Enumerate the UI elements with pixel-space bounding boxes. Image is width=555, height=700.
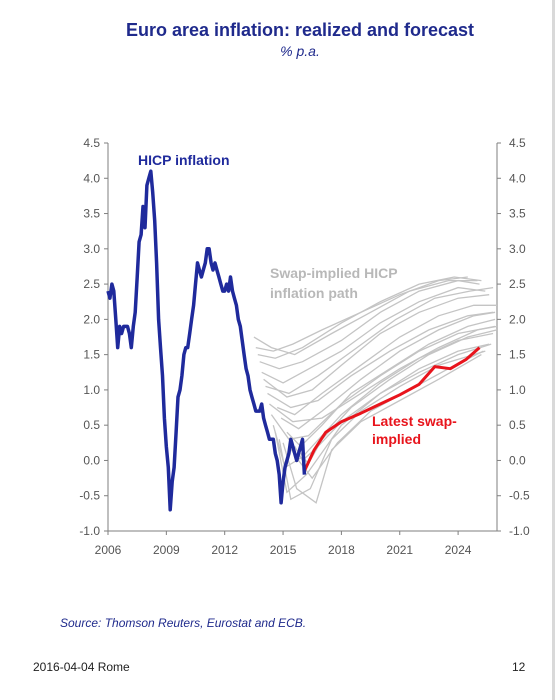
y-tick-label-right: 4.5 [509,136,526,150]
swap-implied-path-line [263,294,490,398]
y-tick-label-right: 1.5 [509,348,526,362]
y-tick-label-left: 4.0 [83,171,100,185]
source-note: Source: Thomson Reuters, Eurostat and EC… [60,616,307,630]
swap-implied-path-line [269,325,498,423]
swap-implied-path-line [274,343,490,494]
y-tick-label-left: -1.0 [79,524,100,538]
y-tick-label-right: 4.0 [509,171,526,185]
x-tick-label: 2015 [270,543,297,557]
y-tick-label-left: 3.5 [83,207,100,221]
swap-label-line2: inflation path [270,285,358,301]
tick-labels: 4.5 4.5 4.0 4.0 3.5 3.5 3.0 3.0 2.5 2.5 2.0 2.0 1.5 1… [79,136,530,557]
x-tick-label: 2024 [445,543,472,557]
y-tick-label-left: 2.0 [83,312,100,326]
y-tick-label-right: 2.0 [509,312,526,326]
y-tick-label-left: 0.0 [83,453,100,467]
footer-date-place: 2016-04-04 Rome [33,660,130,674]
swap-implied-path-line [280,311,496,430]
hicp-label: HICP inflation [138,152,230,168]
x-tick-label: 2018 [328,543,355,557]
y-tick-label-right: 3.0 [509,242,526,256]
swap-implied-path-line [288,350,484,480]
y-tick-label-left: -0.5 [79,489,100,503]
chart-title: Euro area inflation: realized and foreca… [125,20,475,40]
y-tick-label-left: 0.5 [83,418,100,432]
x-tick-label: 2009 [153,543,180,557]
swap-implied-path-line [276,304,497,416]
swap-implied-path-line [253,279,478,356]
y-tick-label-left: 3.0 [83,242,100,256]
swap-implied-paths [253,276,498,504]
x-tick-label: 2021 [386,543,413,557]
swap-implied-path-line [265,286,494,395]
y-tick-label-right: 2.5 [509,277,526,291]
latest-label-line1: Latest swap- [372,413,457,429]
swap-label-line1: Swap-implied HICP [270,265,398,281]
latest-swap-implied-line [303,346,481,472]
slide-edge [552,0,555,700]
y-tick-label-left: 2.5 [83,277,100,291]
y-tick-label-left: 1.0 [83,383,100,397]
y-tick-label-right: 0.5 [509,418,526,432]
page-number: 12 [512,660,526,674]
swap-implied-path-line [282,354,482,504]
swap-implied-path-line [272,332,494,469]
y-tick-label-right: -1.0 [509,524,530,538]
y-tick-label-left: 1.5 [83,348,100,362]
hicp-inflation-line [106,169,307,512]
y-tick-label-right: 0.0 [509,453,526,467]
y-tick-label-right: 3.5 [509,207,526,221]
y-tick-label-left: 4.5 [83,136,100,150]
swap-implied-path-line [267,311,494,409]
swap-implied-path-line [257,276,482,359]
x-tick-label: 2006 [95,543,122,557]
chart-axes [107,143,498,532]
x-tick-label: 2012 [211,543,238,557]
swap-implied-path-line [255,276,468,352]
y-tick-label-right: -0.5 [509,489,530,503]
swap-implied-path-line [259,279,480,370]
latest-label-line2: implied [372,431,421,447]
y-tick-label-right: 1.0 [509,383,526,397]
chart-subtitle: % p.a. [280,43,320,59]
swap-implied-path-line [261,286,486,384]
